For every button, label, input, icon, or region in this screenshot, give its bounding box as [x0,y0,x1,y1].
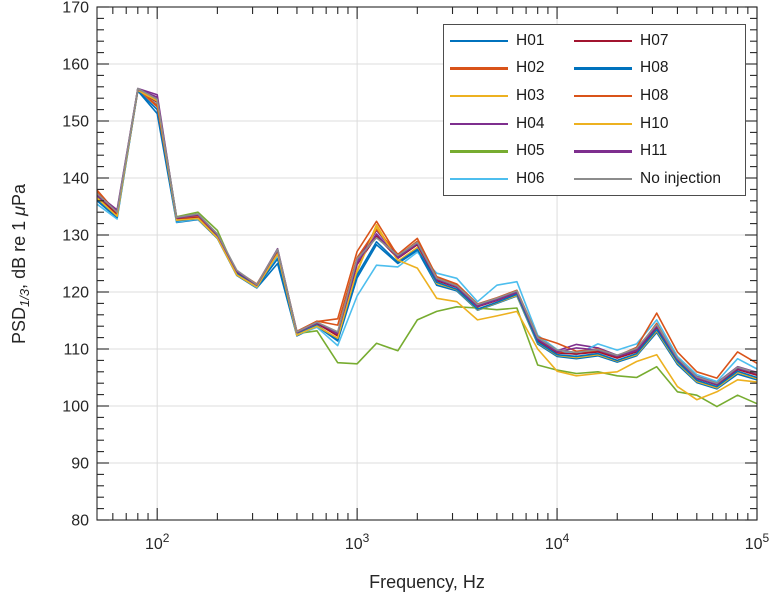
series-lines [96,87,758,408]
y-tick-label-80: 80 [71,513,89,530]
legend-entry-5-h06: H06 [444,170,568,188]
legend-entry-4-h05: H05 [444,142,568,160]
legend-label: H02 [516,59,545,77]
legend-line-sample [574,122,632,126]
y-tick-label-90: 90 [71,456,89,473]
x-tick-label-10e5: 105 [745,531,770,553]
legend-entry-2-h03: H03 [444,87,568,105]
legend-line-sample [574,39,632,43]
legend-entry-7-h08: H08 [568,59,745,77]
y-tick-label-150: 150 [62,114,89,131]
legend-line-sample [574,94,632,98]
y-tick-label-130: 130 [62,228,89,245]
legend-label: H01 [516,31,545,49]
legend-label: No injection [640,170,721,188]
axes [96,6,758,521]
legend-label: H08 [640,87,669,105]
y-axis-label-mu: μ [9,206,29,216]
legend-entry-6-h07: H07 [568,32,745,50]
legend-entry-1-h02: H02 [444,59,568,77]
legend-label: H04 [516,114,545,132]
legend-entry-11-no-injection: No injection [568,170,745,188]
y-tick-label-160: 160 [62,57,89,74]
legend-label: H07 [640,31,669,49]
legend-label: H11 [640,142,668,160]
x-tick-label-10e3: 103 [345,531,370,553]
legend-label: H06 [516,170,545,188]
legend-line-sample [450,177,508,181]
series-line-11-no-injection [96,87,758,385]
y-tick-label-120: 120 [62,285,89,302]
legend-entry-0-h01: H01 [444,32,568,50]
y-axis-label-rest: , dB re 1 [9,215,29,289]
x-tick-label-10e2: 102 [145,531,170,553]
legend-line-sample [450,94,508,98]
tick-labels: 80 90 100 110 120 130 140 150 160 170 102 103 104 105 [62,0,769,553]
series-line-9-h10 [96,89,758,401]
y-tick-label-100: 100 [62,399,89,416]
y-axis-label: PSD1/3, dB re 1 μPa [9,4,35,524]
legend: H01 H02 H03 H04 H05 H06 H07 H08 H08 H10 H11 No inje… [443,24,746,196]
legend-line-sample [450,67,508,70]
legend-label: H10 [640,114,669,132]
y-axis-label-subscript: 1/3 [17,288,32,308]
x-tick-label-10e4: 104 [545,531,570,553]
legend-line-sample [574,177,632,181]
legend-line-sample [574,67,632,70]
plot-box [96,6,758,521]
legend-line-sample [450,150,508,153]
legend-label: H05 [516,142,545,160]
legend-entry-9-h10: H10 [568,115,745,133]
y-tick-label-140: 140 [62,171,89,188]
y-tick-label-110: 110 [63,342,89,359]
legend-line-sample [574,150,632,153]
y-tick-label-170: 170 [62,0,89,17]
legend-line-sample [450,122,508,126]
y-axis-label-unit: Pa [9,183,29,207]
legend-entry-8-h08: H08 [568,87,745,105]
y-axis-label-main: PSD [9,307,29,345]
legend-label: H08 [640,59,669,77]
legend-entry-10-h11: H11 [568,142,745,160]
legend-line-sample [450,39,508,43]
legend-entry-3-h04: H04 [444,115,568,133]
x-axis-label: Frequency, Hz [369,572,485,592]
legend-label: H03 [516,87,545,105]
series-line-4-h05 [96,88,758,408]
